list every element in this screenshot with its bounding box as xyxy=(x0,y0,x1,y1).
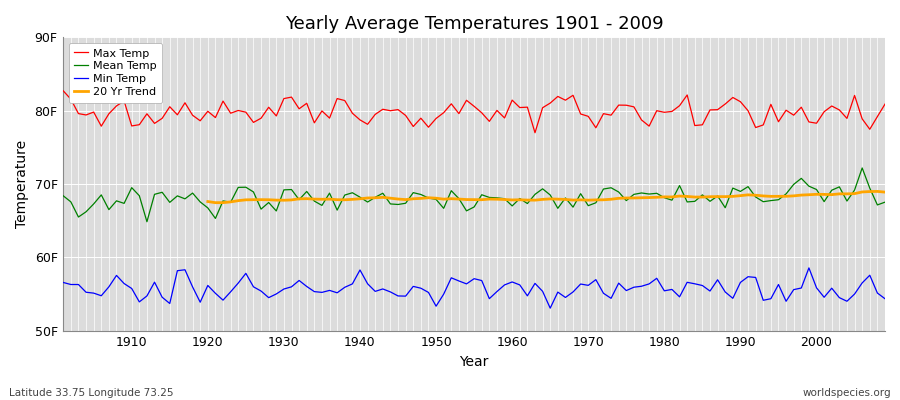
20 Yr Trend xyxy=(879,190,890,194)
Max Temp xyxy=(529,130,540,135)
Min Temp xyxy=(332,290,343,295)
20 Yr Trend xyxy=(872,189,883,194)
Line: Max Temp: Max Temp xyxy=(63,91,885,133)
Mean Temp xyxy=(141,219,152,224)
X-axis label: Year: Year xyxy=(459,355,489,369)
Min Temp xyxy=(879,296,890,301)
Mean Temp xyxy=(119,201,130,206)
Y-axis label: Temperature: Temperature xyxy=(15,140,29,228)
Min Temp xyxy=(606,296,616,301)
Max Temp xyxy=(879,102,890,106)
20 Yr Trend xyxy=(416,196,427,201)
Title: Yearly Average Temperatures 1901 - 2009: Yearly Average Temperatures 1901 - 2009 xyxy=(284,15,663,33)
20 Yr Trend xyxy=(773,194,784,199)
Line: 20 Yr Trend: 20 Yr Trend xyxy=(208,192,885,203)
Min Temp xyxy=(544,306,555,310)
Mean Temp xyxy=(293,197,304,202)
Min Temp xyxy=(286,284,297,289)
Max Temp xyxy=(58,88,68,93)
Mean Temp xyxy=(507,204,517,208)
Mean Temp xyxy=(606,185,616,190)
20 Yr Trend xyxy=(857,190,868,194)
20 Yr Trend xyxy=(788,194,799,198)
Max Temp xyxy=(606,113,616,118)
20 Yr Trend xyxy=(302,196,312,201)
Mean Temp xyxy=(879,200,890,204)
Max Temp xyxy=(332,96,343,101)
Line: Mean Temp: Mean Temp xyxy=(63,168,885,222)
Text: Latitude 33.75 Longitude 73.25: Latitude 33.75 Longitude 73.25 xyxy=(9,388,174,398)
Max Temp xyxy=(500,116,510,120)
Mean Temp xyxy=(58,194,68,198)
Mean Temp xyxy=(339,193,350,198)
Min Temp xyxy=(119,281,130,286)
20 Yr Trend xyxy=(202,199,213,204)
Line: Min Temp: Min Temp xyxy=(63,268,885,308)
Legend: Max Temp, Mean Temp, Min Temp, 20 Yr Trend: Max Temp, Mean Temp, Min Temp, 20 Yr Tre… xyxy=(68,43,162,103)
20 Yr Trend xyxy=(682,194,693,199)
Text: worldspecies.org: worldspecies.org xyxy=(803,388,891,398)
Min Temp xyxy=(500,282,510,287)
Max Temp xyxy=(119,98,130,103)
Max Temp xyxy=(286,95,297,100)
Min Temp xyxy=(507,280,517,284)
Min Temp xyxy=(804,266,814,270)
Mean Temp xyxy=(857,166,868,170)
Min Temp xyxy=(58,280,68,285)
Max Temp xyxy=(507,98,517,102)
20 Yr Trend xyxy=(210,200,220,205)
Mean Temp xyxy=(515,196,526,201)
